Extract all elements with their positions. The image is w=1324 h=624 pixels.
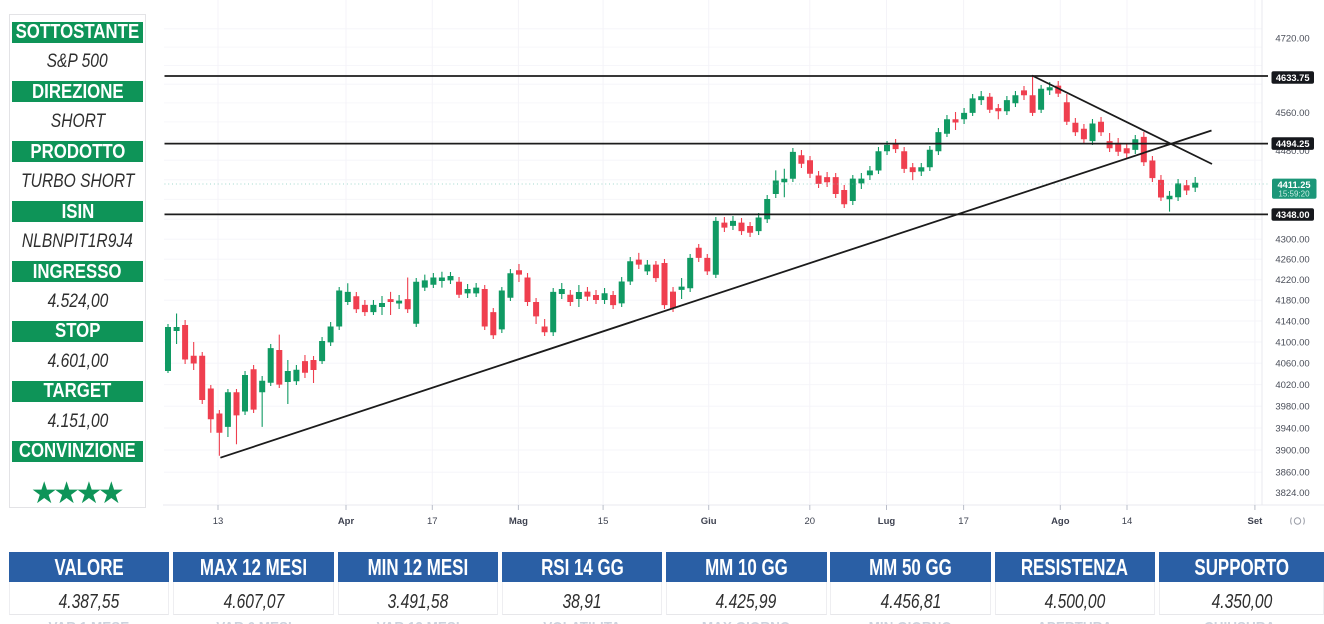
svg-text:4348.00: 4348.00 [1276,210,1310,220]
svg-text:15: 15 [598,516,609,527]
svg-text:Giu: Giu [701,516,717,527]
svg-text:Set: Set [1248,516,1264,527]
svg-text:17: 17 [427,516,438,527]
svg-text:Apr: Apr [338,516,355,527]
svg-text:3860.00: 3860.00 [1275,468,1309,479]
svg-text:3824.00: 3824.00 [1275,488,1309,499]
svg-text:4060.00: 4060.00 [1275,359,1309,370]
svg-text:4180.00: 4180.00 [1275,296,1309,307]
svg-text:Ago: Ago [1051,516,1070,527]
svg-text:14: 14 [1122,516,1133,527]
svg-text:4220.00: 4220.00 [1275,275,1309,286]
svg-text:Mag: Mag [509,516,528,527]
svg-text:17: 17 [958,516,969,527]
svg-text:4633.75: 4633.75 [1276,73,1310,83]
svg-text:4494.25: 4494.25 [1276,139,1310,149]
svg-text:4260.00: 4260.00 [1275,255,1309,266]
svg-text:4480.00: 4480.00 [1275,146,1309,157]
svg-text:15:59:20: 15:59:20 [1278,189,1310,198]
svg-text:4720.00: 4720.00 [1275,33,1309,44]
svg-text:4411.25: 4411.25 [1277,180,1310,190]
svg-text:4140.00: 4140.00 [1275,316,1309,327]
svg-text:3980.00: 3980.00 [1275,402,1309,413]
svg-text:3940.00: 3940.00 [1275,423,1309,434]
svg-text:4560.00: 4560.00 [1275,108,1309,119]
svg-text:4020.00: 4020.00 [1275,380,1309,391]
svg-text:4100.00: 4100.00 [1275,337,1309,348]
svg-text:13: 13 [213,516,224,527]
svg-text:Lug: Lug [878,516,896,527]
svg-text:20: 20 [805,516,816,527]
svg-text:3900.00: 3900.00 [1275,445,1309,456]
svg-text:4300.00: 4300.00 [1275,235,1309,246]
